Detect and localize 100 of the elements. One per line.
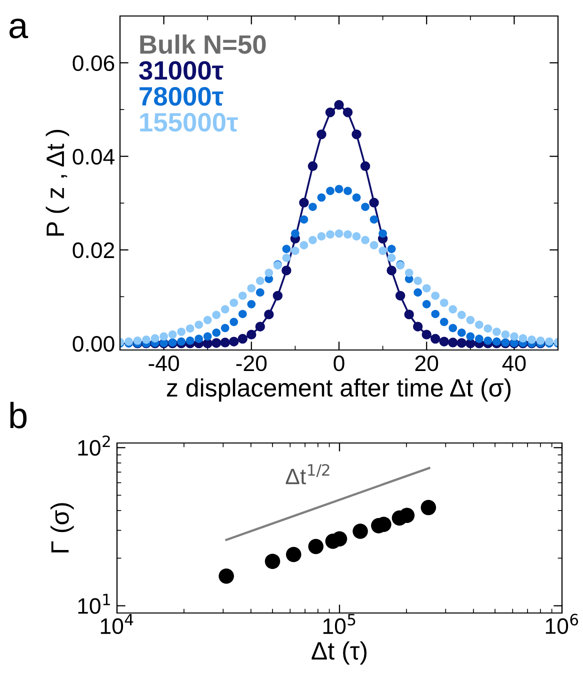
point [440, 318, 448, 326]
y-tick-label: 0.00 [72, 336, 114, 352]
point [212, 328, 221, 337]
point [142, 336, 150, 344]
point [177, 337, 186, 346]
point [300, 215, 308, 224]
point [282, 266, 292, 276]
point [203, 332, 212, 341]
point [238, 292, 247, 300]
point [282, 244, 291, 254]
point [360, 161, 370, 172]
point [431, 310, 440, 318]
point [177, 328, 186, 336]
point [352, 129, 362, 140]
x-tick-label: 0 [334, 355, 344, 372]
point [412, 322, 423, 332]
point [404, 268, 414, 277]
point [484, 336, 492, 345]
point [448, 324, 458, 332]
point [203, 316, 212, 324]
point [484, 324, 492, 333]
point [299, 198, 309, 208]
point [414, 288, 422, 297]
point [308, 236, 317, 244]
point [439, 336, 449, 346]
point [344, 186, 352, 196]
point [317, 193, 326, 202]
x-tick-label: -20 [236, 355, 267, 372]
point [457, 310, 466, 320]
point [334, 229, 344, 238]
y-tick-label: 10$^{2}$ [78, 435, 110, 456]
point [518, 334, 528, 342]
point [256, 276, 264, 285]
point [457, 328, 466, 337]
point [325, 108, 336, 118]
point [492, 328, 501, 336]
point [308, 161, 318, 172]
point [334, 184, 344, 194]
point [369, 198, 379, 208]
point [387, 244, 396, 254]
point [220, 338, 230, 348]
point [308, 202, 317, 212]
point [291, 229, 300, 238]
y-tick-label: 0.06 [72, 55, 114, 72]
text: 78000τ [140, 87, 224, 106]
point [246, 330, 256, 340]
point [352, 232, 361, 240]
y-tick-label: 10$^{1}$ [78, 594, 110, 614]
point [361, 202, 370, 212]
point [133, 336, 142, 345]
x-tick-label: 10$^{4}$ [100, 614, 134, 634]
point [430, 334, 440, 344]
point [272, 290, 283, 301]
x-tick-label: 20 [415, 355, 438, 372]
point [422, 330, 432, 340]
point [395, 290, 406, 301]
point [282, 254, 291, 262]
point [168, 330, 177, 339]
annotation: Δt$^{1/2}$ [286, 464, 330, 484]
point [238, 310, 247, 318]
point [448, 338, 458, 348]
point [326, 230, 334, 239]
point [220, 324, 230, 332]
point [404, 310, 414, 320]
point [300, 241, 308, 250]
x-tick-label: 10$^{5}$ [323, 614, 356, 634]
point [229, 336, 239, 346]
point [492, 337, 501, 346]
point [212, 310, 221, 320]
y-tick-label: 0.02 [72, 242, 114, 258]
point [316, 129, 326, 140]
point [474, 334, 484, 343]
y-axis-title: Γ (σ) [50, 503, 74, 552]
point [448, 305, 458, 314]
point [370, 215, 378, 224]
point [317, 232, 326, 240]
point [370, 241, 378, 250]
point [422, 284, 431, 292]
point [264, 310, 274, 320]
point [456, 338, 466, 348]
legend-title: Bulk N=50 [140, 34, 266, 54]
point [501, 330, 510, 339]
point [220, 305, 230, 314]
point [422, 300, 431, 308]
point [510, 332, 518, 341]
point [230, 298, 238, 307]
text: a [10, 18, 28, 38]
point [291, 246, 300, 255]
point [528, 336, 536, 344]
point [264, 268, 274, 277]
x-tick-label: -40 [148, 355, 179, 372]
text: 31000τ [139, 61, 224, 80]
point [352, 193, 361, 202]
text: b [10, 402, 27, 428]
point [386, 266, 396, 276]
point [344, 230, 352, 239]
y-tick-label: 0.04 [72, 148, 114, 165]
point [466, 332, 475, 341]
point [378, 229, 387, 238]
point [536, 336, 545, 345]
